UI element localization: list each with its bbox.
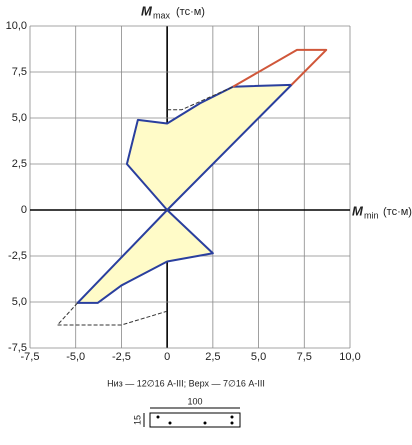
x-axis-label: M bbox=[352, 203, 364, 218]
y-tick-label: -7,5 bbox=[8, 342, 27, 354]
y-tick-label: 2,5 bbox=[12, 158, 27, 170]
y-tick-label: 10,0 bbox=[6, 20, 27, 32]
y-axis-label: M bbox=[141, 3, 153, 18]
x-tick-label: -7,5 bbox=[21, 351, 40, 363]
rebar bbox=[230, 421, 234, 425]
caption: Низ — 12∅16 А-III; Верх — 7∅16 А-III bbox=[107, 378, 265, 388]
series-line bbox=[167, 86, 234, 111]
rebar bbox=[156, 415, 160, 419]
section-width: 100 bbox=[187, 396, 202, 406]
x-axis-label-unit: (тс·м) bbox=[383, 206, 412, 218]
y-axis-label-unit: (тс·м) bbox=[176, 6, 205, 18]
section-rect bbox=[149, 412, 241, 428]
y-tick-label: 5,0 bbox=[12, 296, 27, 308]
rebar bbox=[168, 421, 172, 425]
y-tick-label: 5,0 bbox=[12, 112, 27, 124]
series-line bbox=[232, 48, 328, 88]
rebar bbox=[230, 415, 234, 419]
x-tick-label: 7,5 bbox=[297, 351, 312, 363]
x-tick-label: 0 bbox=[164, 351, 170, 363]
x-tick-label: -5,0 bbox=[66, 351, 85, 363]
x-tick-label: -2,5 bbox=[112, 351, 131, 363]
y-tick-label: 0 bbox=[21, 204, 27, 216]
y-tick-label: 7,5 bbox=[12, 66, 27, 78]
section: 100 15 bbox=[132, 396, 241, 428]
y-axis-label-sub: max bbox=[153, 10, 171, 20]
x-tick-label: 5,0 bbox=[251, 351, 266, 363]
series-line bbox=[76, 83, 293, 304]
section-height: 15 bbox=[132, 415, 142, 425]
x-tick-label: 2,5 bbox=[205, 351, 220, 363]
series-line bbox=[56, 302, 168, 326]
x-tick-label: 10,0 bbox=[339, 351, 360, 363]
x-axis-label-sub: min bbox=[364, 210, 379, 220]
y-tick-label: -2,5 bbox=[8, 250, 27, 262]
rebar bbox=[203, 421, 207, 425]
